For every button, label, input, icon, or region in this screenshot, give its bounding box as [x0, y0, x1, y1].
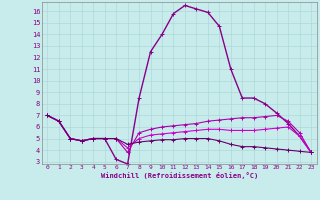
X-axis label: Windchill (Refroidissement éolien,°C): Windchill (Refroidissement éolien,°C)	[100, 172, 258, 179]
